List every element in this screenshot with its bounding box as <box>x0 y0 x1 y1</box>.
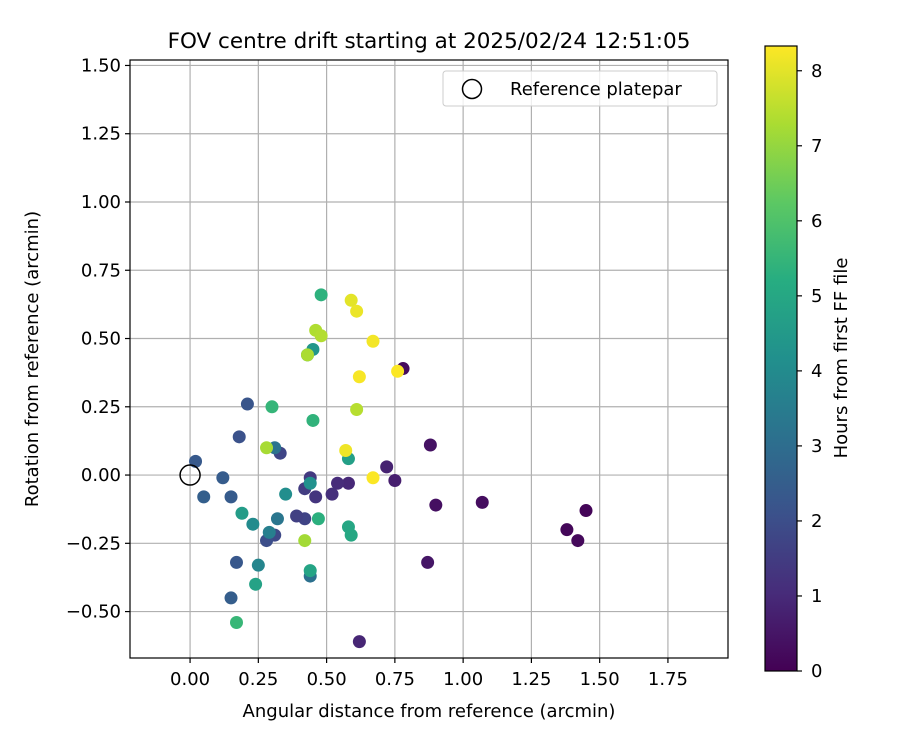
data-point <box>232 430 246 444</box>
data-point <box>388 474 402 488</box>
data-point <box>309 490 323 504</box>
reference-platepar-marker <box>179 464 201 486</box>
colorbar-ticks: 0 1 2 3 4 5 6 7 8 <box>797 61 822 682</box>
data-point <box>306 413 320 427</box>
y-gridlines <box>130 64 728 613</box>
y-tick-label: 0.25 <box>81 397 121 418</box>
y-tick-label: 1.00 <box>81 192 121 213</box>
data-point <box>240 397 254 411</box>
data-point <box>279 487 293 501</box>
x-axis-ticks: 0.00 0.25 0.50 0.75 1.00 1.25 1.50 1.75 <box>170 658 688 690</box>
legend: Reference platepar <box>442 70 718 107</box>
data-point <box>314 329 328 343</box>
chart-title: FOV centre drift starting at 2025/02/24 … <box>168 29 691 54</box>
data-point <box>303 564 317 578</box>
data-point <box>300 348 314 362</box>
data-point <box>475 495 489 509</box>
x-axis-label: Angular distance from reference (arcmin) <box>243 701 616 722</box>
colorbar-gradient <box>765 46 797 671</box>
colorbar-tick-label: 4 <box>811 361 822 382</box>
colorbar-tick-label: 1 <box>811 586 822 607</box>
data-point <box>314 288 328 302</box>
data-points <box>189 288 593 649</box>
y-axis-label: Rotation from reference (arcmin) <box>22 211 43 507</box>
data-point <box>229 616 243 630</box>
data-point <box>260 441 274 455</box>
y-tick-label: 0.50 <box>81 329 121 350</box>
data-point <box>224 591 238 605</box>
data-point <box>216 471 230 485</box>
data-point <box>579 504 593 518</box>
legend-label: Reference platepar <box>510 79 682 100</box>
data-point <box>265 400 279 414</box>
data-point <box>235 506 249 520</box>
legend-box <box>442 70 718 107</box>
data-point <box>325 487 339 501</box>
x-tick-label: 0.00 <box>170 669 210 690</box>
data-point <box>366 334 380 348</box>
x-tick-label: 1.25 <box>511 669 551 690</box>
colorbar-frame <box>764 45 798 672</box>
x-tick-label: 0.75 <box>375 669 415 690</box>
colorbar-tick-label: 8 <box>811 61 822 82</box>
data-point <box>311 512 325 526</box>
colorbar-label: Hours from first FF file <box>831 258 852 459</box>
data-point <box>380 460 394 474</box>
data-point <box>350 304 364 318</box>
data-point <box>352 370 366 384</box>
x-tick-label: 1.75 <box>648 669 688 690</box>
x-tick-label: 0.25 <box>238 669 278 690</box>
legend-open-circle-icon <box>461 78 483 100</box>
y-tick-label: 1.25 <box>81 124 121 145</box>
y-tick-label: −0.25 <box>66 533 121 554</box>
x-tick-label: 0.50 <box>307 669 347 690</box>
colorbar-tick-label: 2 <box>811 511 822 532</box>
data-point <box>298 534 312 548</box>
data-point <box>344 528 358 542</box>
y-tick-label: −0.50 <box>66 602 121 623</box>
colorbar-tick-label: 0 <box>811 661 822 682</box>
colorbar: 0 1 2 3 4 5 6 7 8 Hours from first FF file <box>764 45 852 682</box>
data-point <box>350 403 364 417</box>
colorbar-tick-label: 3 <box>811 436 822 457</box>
x-tick-label: 1.50 <box>580 669 620 690</box>
colorbar-tick-label: 7 <box>811 136 822 157</box>
data-point <box>571 534 585 548</box>
data-point <box>344 293 358 307</box>
data-point <box>224 490 238 504</box>
y-tick-label: 1.50 <box>81 55 121 76</box>
data-point <box>391 364 405 378</box>
data-point <box>246 517 260 531</box>
y-tick-label: 0.00 <box>81 465 121 486</box>
x-tick-label: 1.00 <box>443 669 483 690</box>
data-point <box>352 635 366 649</box>
data-point <box>249 577 263 591</box>
data-point <box>197 490 211 504</box>
data-point <box>423 438 437 452</box>
data-point <box>421 555 435 569</box>
data-point <box>303 476 317 490</box>
data-point <box>290 509 304 523</box>
data-point <box>560 523 574 537</box>
y-tick-label: 0.75 <box>81 260 121 281</box>
data-point <box>229 555 243 569</box>
colorbar-tick-label: 5 <box>811 286 822 307</box>
plot-frame <box>129 59 729 659</box>
data-point <box>251 558 265 572</box>
data-point <box>270 512 284 526</box>
data-point <box>429 498 443 512</box>
colorbar-tick-label: 6 <box>811 211 822 232</box>
data-point <box>262 525 276 539</box>
data-point <box>341 476 355 490</box>
x-gridlines <box>189 60 669 658</box>
data-point <box>366 471 380 485</box>
data-point <box>339 443 353 457</box>
data-point <box>331 476 345 490</box>
plot-area <box>129 59 729 659</box>
y-axis-ticks: −0.50 −0.25 0.00 0.25 0.50 0.75 1.00 1.25 1.50 <box>66 55 130 623</box>
